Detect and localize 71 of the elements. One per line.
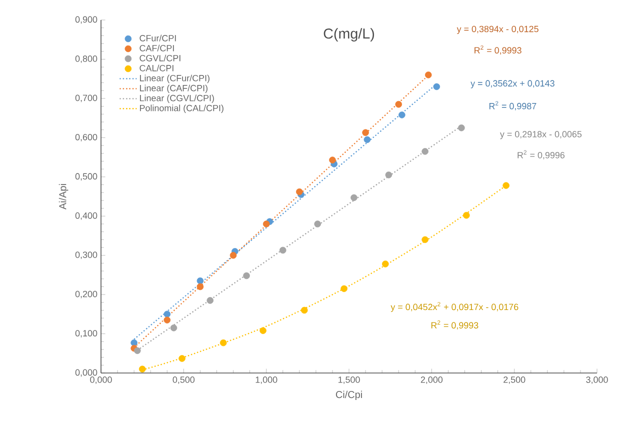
annotation: y = 0,3894x - 0,0125: [456, 26, 538, 34]
point: [422, 148, 428, 155]
point: [164, 310, 171, 318]
x-tick-label: 0,000: [90, 376, 112, 384]
y-tick-label: 0,900: [75, 16, 98, 24]
point: [422, 236, 428, 244]
point: [458, 124, 465, 132]
legend-label: Linear (CAF/CPI): [140, 84, 208, 94]
point: [296, 188, 303, 196]
x-tick-label: 2,500: [504, 376, 526, 384]
legend-label: Linear (CGVL/CPI): [140, 94, 214, 104]
legend-label: Polinomial (CAL/CPI): [140, 104, 224, 114]
point: [362, 129, 369, 136]
y-tick-label: 0,700: [75, 94, 98, 102]
point: [424, 72, 432, 78]
annotation: R$^{2}$ = 0,9993: [431, 320, 478, 330]
legend-label: CFur/CPI: [140, 34, 176, 42]
x-axis-title: Ci/Cpi: [336, 390, 362, 400]
x-tick-label: 3,000: [586, 376, 608, 384]
y-tick-label: 0,500: [75, 173, 98, 181]
y-tick-label: 0,400: [75, 212, 98, 220]
point: [364, 136, 371, 144]
point: [382, 260, 389, 268]
point: [134, 347, 141, 354]
point: [279, 246, 286, 254]
y-tick-label: 0,800: [75, 56, 98, 63]
point: [463, 212, 470, 219]
annotation: y = 0,2918x - 0,0065: [500, 131, 582, 140]
annotation: R$^{2}$ = 0,9993: [474, 45, 522, 55]
y-tick-label: 0,100: [75, 330, 98, 338]
annotation: y = 0,0452x$^{2}$ + 0,0917x - 0,0176: [390, 302, 518, 312]
point: [502, 182, 510, 189]
annotation: R$^{2}$ = 0,9987: [489, 101, 536, 110]
point: [385, 172, 392, 178]
point: [170, 324, 178, 332]
point: [329, 156, 336, 164]
x-tick-label: 1,500: [338, 376, 360, 384]
point: [138, 366, 146, 372]
point: [220, 339, 227, 346]
y-tick-label: 0,300: [75, 252, 98, 260]
annotation: y = 0,3562x + 0,0143: [470, 80, 554, 88]
point: [130, 339, 138, 346]
point: [340, 285, 348, 292]
annotation: R$^{2}$ = 0,9996: [518, 150, 565, 160]
point: [196, 277, 204, 284]
point: [350, 194, 358, 202]
point: [178, 355, 186, 362]
y-tick-label: 0,000: [75, 369, 98, 377]
point: [243, 272, 250, 280]
x-tick-label: 1,000: [256, 376, 278, 384]
point: [260, 327, 266, 334]
point: [300, 306, 308, 314]
point: [262, 220, 270, 228]
legend-label: Linear (CFur/CPI): [140, 74, 210, 84]
point: [164, 316, 171, 324]
y-tick-label: 0,600: [75, 134, 98, 142]
point: [206, 297, 214, 304]
x-tick-label: 2,000: [420, 376, 443, 384]
point: [398, 112, 406, 118]
y-axis-title: Ai/Api: [58, 184, 68, 210]
y-tick-label: 0,200: [75, 290, 98, 298]
x-tick-label: 0,500: [172, 376, 195, 384]
legend-label: CAL/CPI: [140, 64, 174, 72]
point: [230, 252, 237, 259]
legend-label: CGVL/CPI: [140, 54, 180, 62]
legend-label: CAF/CPI: [140, 44, 174, 52]
point: [196, 283, 204, 290]
point: [395, 100, 402, 108]
text: C(mg/L): [324, 28, 374, 42]
point: [314, 220, 321, 228]
point: [433, 83, 440, 90]
